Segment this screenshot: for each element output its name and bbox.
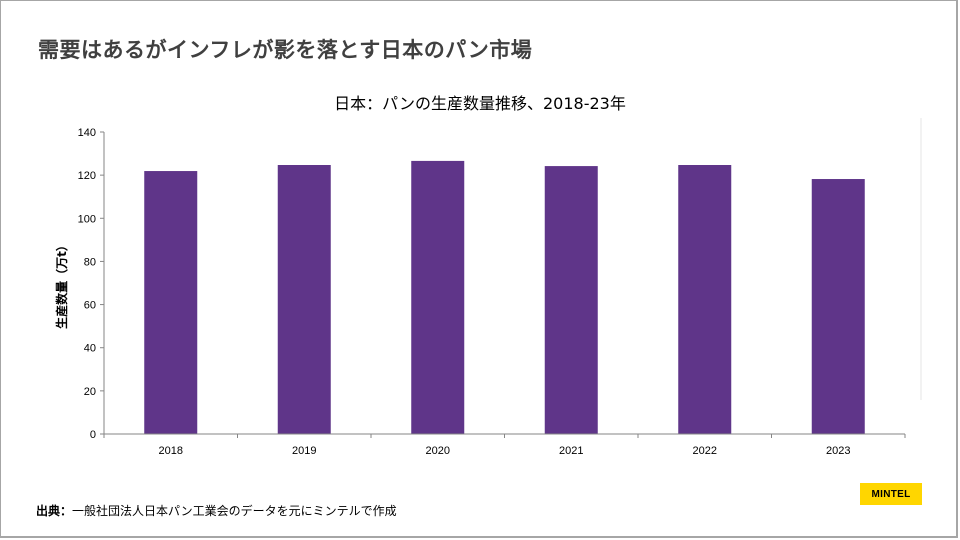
bar-2020 — [411, 160, 465, 435]
bar-2018 — [144, 171, 198, 434]
bar-2021 — [544, 166, 598, 434]
y-tick-label: 80 — [84, 256, 96, 268]
y-tick-label: 100 — [78, 213, 96, 225]
x-tick-label: 2020 — [426, 445, 450, 457]
mintel-logo: MINTEL — [860, 483, 922, 505]
x-tick-label: 2019 — [292, 445, 316, 457]
x-tick-label: 2022 — [693, 445, 717, 457]
y-tick-label: 140 — [78, 127, 96, 139]
chart-title: 日本：パンの生産数量推移、2018-23年 — [334, 94, 626, 113]
y-tick-label: 0 — [90, 429, 96, 441]
source-note: 出典：一般社団法人日本パン工業会のデータを元にミンテルで作成 — [36, 502, 397, 519]
y-tick-label: 20 — [84, 386, 96, 398]
y-tick-label: 40 — [84, 343, 96, 355]
slide-title: 需要はあるがインフレが影を落とす日本のパン市場 — [38, 38, 533, 62]
bar-2023 — [811, 179, 865, 434]
y-tick-label: 120 — [78, 170, 96, 182]
y-axis-label: 生産数量（万t） — [54, 239, 69, 329]
bar-2019 — [277, 165, 331, 435]
x-tick-label: 2021 — [559, 445, 583, 457]
x-tick-label: 2023 — [826, 445, 850, 457]
y-tick-label: 60 — [84, 300, 96, 312]
source-text: 一般社団法人日本パン工業会のデータを元にミンテルで作成 — [72, 504, 397, 518]
bar-2022 — [678, 165, 732, 435]
x-tick-label: 2018 — [159, 445, 183, 457]
source-label: 出典： — [36, 504, 73, 518]
